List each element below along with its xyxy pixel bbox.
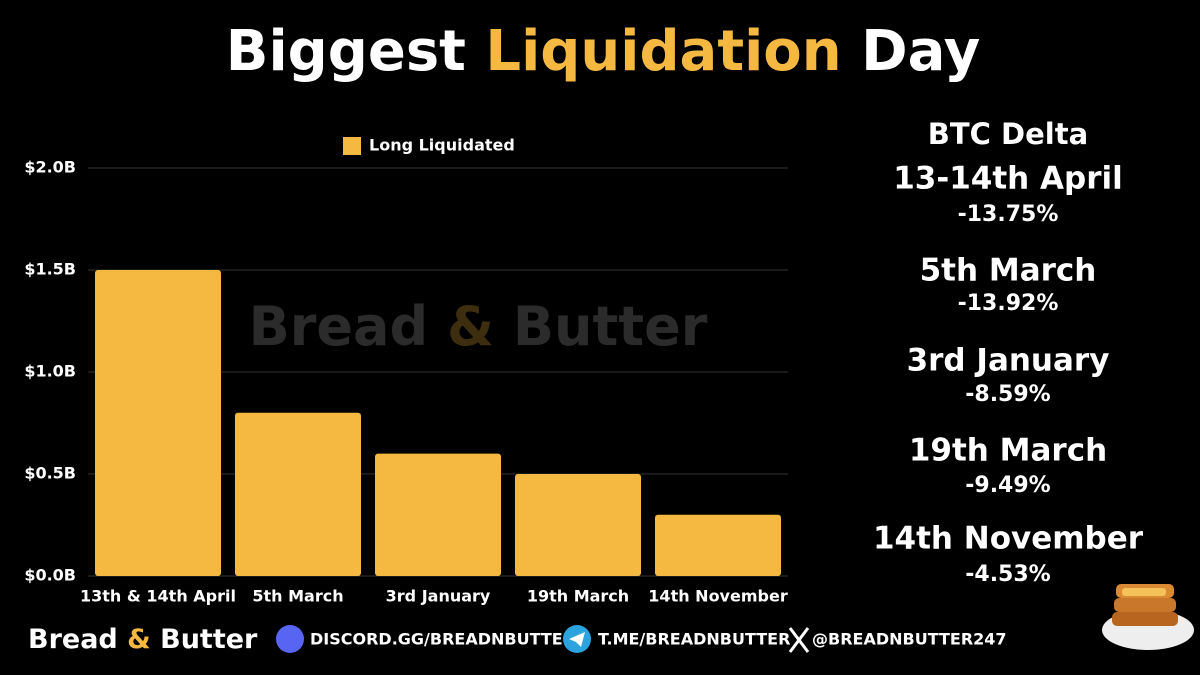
bar [375, 453, 501, 576]
bar [655, 514, 781, 576]
y-tick-label: $2.0B [24, 158, 76, 177]
delta-label: 14th November [873, 521, 1144, 557]
x-link[interactable]: @BREADNBUTTER247 [812, 630, 1007, 649]
legend-label: Long Liquidated [369, 136, 515, 155]
x-icon [788, 627, 810, 653]
y-tick-label: $0.5B [24, 464, 76, 483]
brand: Bread & Butter [28, 624, 258, 655]
bar [235, 412, 361, 576]
telegram-plane [569, 632, 585, 647]
x-tick-label: 13th & 14th April [80, 587, 236, 606]
delta-label: 3rd January [907, 343, 1110, 379]
delta-label: 19th March [909, 433, 1107, 469]
watermark-word: Bread [249, 295, 429, 358]
bar [515, 474, 641, 576]
chart-title: Biggest Liquidation Day [226, 19, 980, 84]
delta-change: -4.53% [965, 562, 1050, 587]
brand-word: & [127, 624, 151, 655]
legend-swatch [343, 137, 361, 155]
delta-change: -13.92% [958, 291, 1059, 316]
discord-link[interactable]: DISCORD.GG/BREADNBUTTER [310, 630, 575, 649]
delta-change: -8.59% [965, 382, 1050, 407]
brand-word: Bread [28, 624, 118, 655]
delta-label: 5th March [920, 253, 1097, 289]
x-tick-label: 14th November [648, 587, 788, 606]
title-word: Liquidation [485, 19, 841, 84]
delta-label: 13-14th April [893, 161, 1123, 197]
toast-icon [1102, 584, 1194, 650]
x-tick-label: 5th March [252, 587, 343, 606]
footer: Bread & Butter DISCORD.GG/BREADNBUTTER T… [28, 584, 1194, 655]
watermark: Bread & Butter [249, 295, 708, 358]
delta-change: -13.75% [958, 202, 1059, 227]
title-word: Biggest [226, 19, 466, 84]
watermark-word: Butter [513, 295, 708, 358]
discord-icon [276, 625, 304, 653]
brand-word: Butter [160, 624, 258, 655]
watermark-word: & [447, 295, 494, 358]
y-tick-label: $0.0B [24, 566, 76, 585]
delta-change: -9.49% [965, 473, 1050, 498]
panel-title: BTC Delta [928, 117, 1088, 151]
x-tick-label: 3rd January [386, 587, 491, 606]
bar [95, 270, 221, 576]
x-tick-label: 19th March [527, 587, 629, 606]
title-word: Day [861, 19, 980, 84]
telegram-link[interactable]: T.ME/BREADNBUTTER [598, 630, 790, 649]
y-tick-label: $1.5B [24, 260, 76, 279]
y-tick-label: $1.0B [24, 362, 76, 381]
btc-delta-panel: BTC Delta 13-14th April-13.75%5th March-… [873, 117, 1144, 587]
